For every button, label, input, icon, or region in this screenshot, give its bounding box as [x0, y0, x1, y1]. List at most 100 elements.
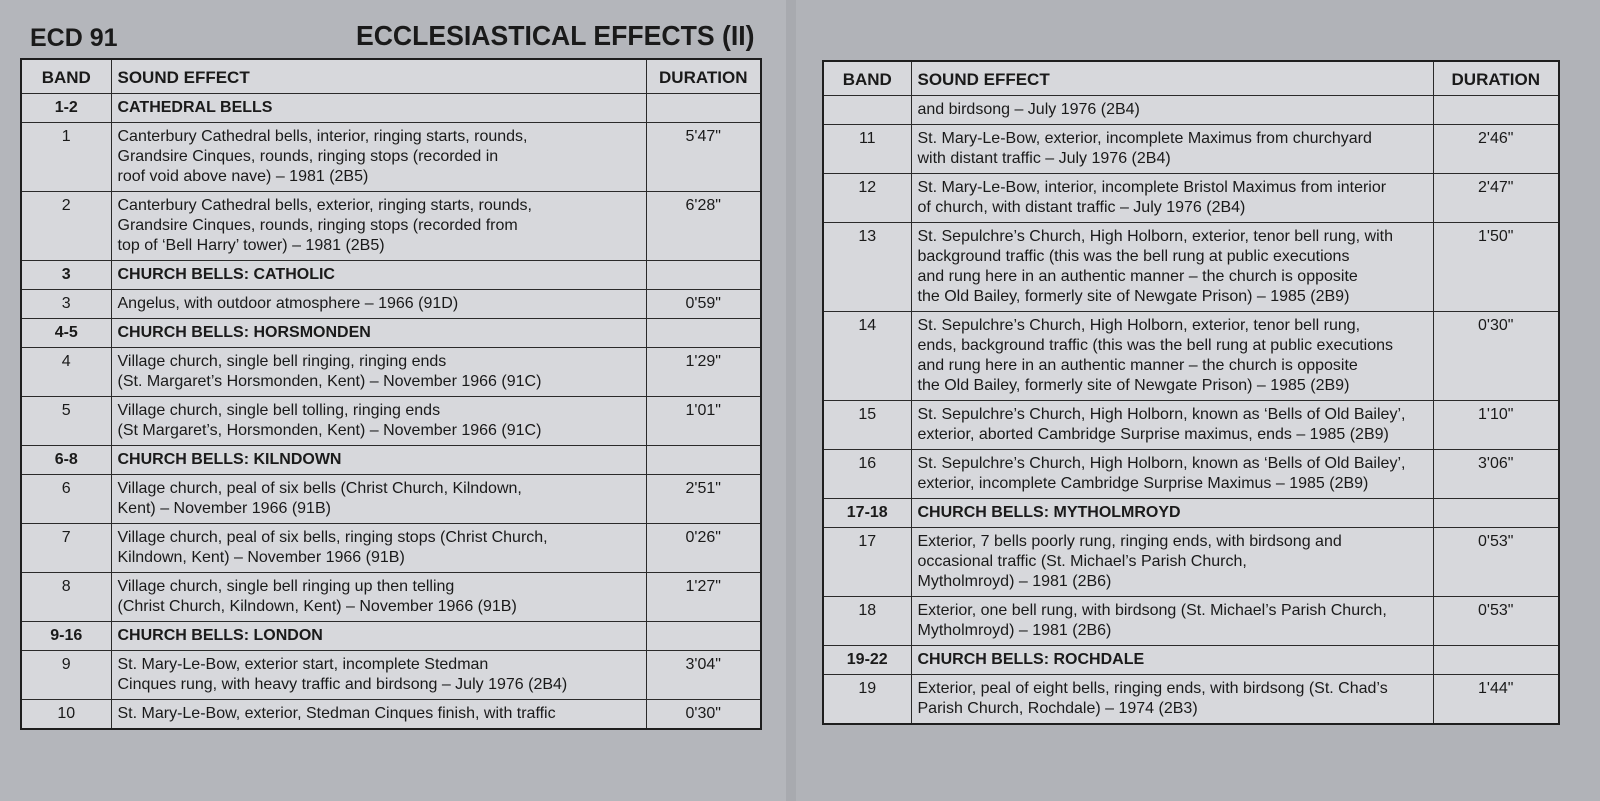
track-row: 4 Village church, single bell ringing, ri…	[20, 347, 762, 397]
band: 4	[20, 347, 112, 397]
sound-effect: Village church, single bell ringing up t…	[110, 572, 647, 622]
band: 1-2	[20, 93, 112, 123]
duration	[645, 93, 762, 123]
duration	[645, 445, 762, 475]
description-line: Canterbury Cathedral bells, exterior, ri…	[117, 197, 532, 214]
duration: 3'06"	[1432, 449, 1560, 499]
band: 12	[822, 173, 912, 223]
section-heading: CHURCH BELLS: KILNDOWN	[110, 445, 647, 475]
track-row: and birdsong – July 1976 (2B4)	[822, 95, 1560, 125]
description-line: with distant traffic – July 1976 (2B4)	[917, 150, 1171, 167]
band: 18	[822, 596, 912, 646]
description-line: Exterior, 7 bells poorly rung, ringing e…	[917, 533, 1342, 550]
description-line: occasional traffic (St. Michael’s Parish…	[917, 553, 1247, 570]
description-line: Village church, single bell ringing, rin…	[117, 353, 447, 370]
band: 13	[822, 222, 912, 312]
duration: 5'47"	[645, 122, 762, 192]
section-row: 9-16 CHURCH BELLS: LONDON	[20, 621, 762, 651]
duration	[1432, 645, 1560, 675]
section-heading: CHURCH BELLS: LONDON	[110, 621, 647, 651]
track-row: 10 St. Mary-Le-Bow, exterior, Stedman Cin…	[20, 699, 762, 730]
sound-effect: Village church, single bell tolling, rin…	[110, 396, 647, 446]
description-line: Exterior, one bell rung, with birdsong (…	[917, 602, 1387, 619]
description-line: top of ‘Bell Harry’ tower) – 1981 (2B5)	[117, 237, 385, 254]
duration	[645, 621, 762, 651]
track-row: 12 St. Mary-Le-Bow, interior, incomplete …	[822, 173, 1560, 223]
description-line: (St Margaret’s, Horsmonden, Kent) – Nove…	[117, 422, 542, 439]
description-line: St. Mary-Le-Bow, exterior, Stedman Cinqu…	[117, 705, 556, 722]
sound-effect: St. Sepulchre’s Church, High Holborn, kn…	[910, 400, 1434, 450]
duration: 0'30"	[1432, 311, 1560, 401]
sound-effect: Angelus, with outdoor atmosphere – 1966 …	[110, 289, 647, 319]
duration	[645, 260, 762, 290]
description-line: Canterbury Cathedral bells, interior, ri…	[117, 128, 528, 145]
description-line: St. Sepulchre’s Church, High Holborn, kn…	[917, 455, 1406, 472]
track-row: 11 St. Mary-Le-Bow, exterior, incomplete …	[822, 124, 1560, 174]
track-row: 19 Exterior, peal of eight bells, ringing…	[822, 674, 1560, 725]
section-row: 6-8 CHURCH BELLS: KILNDOWN	[20, 445, 762, 475]
column-header: BAND	[822, 60, 912, 96]
track-row: 6 Village church, peal of six bells (Chri…	[20, 474, 762, 524]
sound-effect: St. Sepulchre’s Church, High Holborn, kn…	[910, 449, 1434, 499]
column-header: BAND	[20, 58, 112, 94]
track-row: 13 St. Sepulchre’s Church, High Holborn, …	[822, 222, 1560, 312]
track-row: 7 Village church, peal of six bells, ring…	[20, 523, 762, 573]
track-row: 9 St. Mary-Le-Bow, exterior start, incomp…	[20, 650, 762, 700]
band: 19-22	[822, 645, 912, 675]
duration: 3'04"	[645, 650, 762, 700]
duration: 0'59"	[645, 289, 762, 319]
description-line: Parish Church, Rochdale) – 1974 (2B3)	[917, 700, 1198, 717]
description-line: of church, with distant traffic – July 1…	[917, 199, 1246, 216]
description-line: and rung here in an authentic manner – t…	[917, 357, 1358, 374]
track-row: 16 St. Sepulchre’s Church, High Holborn, …	[822, 449, 1560, 499]
band: 6	[20, 474, 112, 524]
duration: 0'53"	[1432, 527, 1560, 597]
description-line: St. Sepulchre’s Church, High Holborn, ex…	[917, 228, 1394, 245]
band: 4-5	[20, 318, 112, 348]
sound-effect: St. Mary-Le-Bow, interior, incomplete Br…	[910, 173, 1434, 223]
band: 5	[20, 396, 112, 446]
band: 6-8	[20, 445, 112, 475]
track-table: BAND SOUND EFFECT DURATION 1-2 CATHEDRAL BEL…	[20, 58, 762, 730]
track-row: 1 Canterbury Cathedral bells, interior, r…	[20, 122, 762, 192]
header-row: BAND SOUND EFFECT DURATION	[822, 60, 1560, 96]
track-table: BAND SOUND EFFECT DURATION and birdsong – J…	[822, 60, 1560, 725]
track-row: 5 Village church, single bell tolling, ri…	[20, 396, 762, 446]
track-row: 17 Exterior, 7 bells poorly rung, ringing…	[822, 527, 1560, 597]
sound-effect: St. Mary-Le-Bow, exterior start, incompl…	[110, 650, 647, 700]
band: 16	[822, 449, 912, 499]
band: 14	[822, 311, 912, 401]
section-heading: CHURCH BELLS: HORSMONDEN	[110, 318, 647, 348]
duration: 1'27"	[645, 572, 762, 622]
track-row: 14 St. Sepulchre’s Church, High Holborn, …	[822, 311, 1560, 401]
description-line: Mytholmroyd) – 1981 (2B6)	[917, 573, 1112, 590]
band: 3	[20, 289, 112, 319]
duration: 1'10"	[1432, 400, 1560, 450]
duration: 2'47"	[1432, 173, 1560, 223]
description-line: background traffic (this was the bell ru…	[917, 248, 1350, 265]
track-row: 8 Village church, single bell ringing up …	[20, 572, 762, 622]
column-header: DURATION	[1432, 60, 1560, 96]
band: 2	[20, 191, 112, 261]
column-header: SOUND EFFECT	[110, 58, 647, 94]
description-line: the Old Bailey, formerly site of Newgate…	[917, 377, 1350, 394]
description-line: St. Mary-Le-Bow, interior, incomplete Br…	[917, 179, 1387, 196]
description-line: roof void above nave) – 1981 (2B5)	[117, 168, 369, 185]
section-row: 1-2 CATHEDRAL BELLS	[20, 93, 762, 123]
band: 3	[20, 260, 112, 290]
section-row: 19-22 CHURCH BELLS: ROCHDALE	[822, 645, 1560, 675]
section-row: 3 CHURCH BELLS: CATHOLIC	[20, 260, 762, 290]
description-line: Cinques rung, with heavy traffic and bir…	[117, 676, 568, 693]
band: 9-16	[20, 621, 112, 651]
description-line: Grandsire Cinques, rounds, ringing stops…	[117, 217, 518, 234]
sound-effect: Village church, peal of six bells (Chris…	[110, 474, 647, 524]
duration: 0'53"	[1432, 596, 1560, 646]
section-row: 17-18 CHURCH BELLS: MYTHOLMROYD	[822, 498, 1560, 528]
sound-effect: St. Mary-Le-Bow, exterior, Stedman Cinqu…	[110, 699, 647, 730]
description-line: Mytholmroyd) – 1981 (2B6)	[917, 622, 1112, 639]
duration: 2'46"	[1432, 124, 1560, 174]
sound-effect: Exterior, 7 bells poorly rung, ringing e…	[910, 527, 1434, 597]
description-line: Village church, single bell tolling, rin…	[117, 402, 441, 419]
sound-effect: St. Sepulchre’s Church, High Holborn, ex…	[910, 222, 1434, 312]
